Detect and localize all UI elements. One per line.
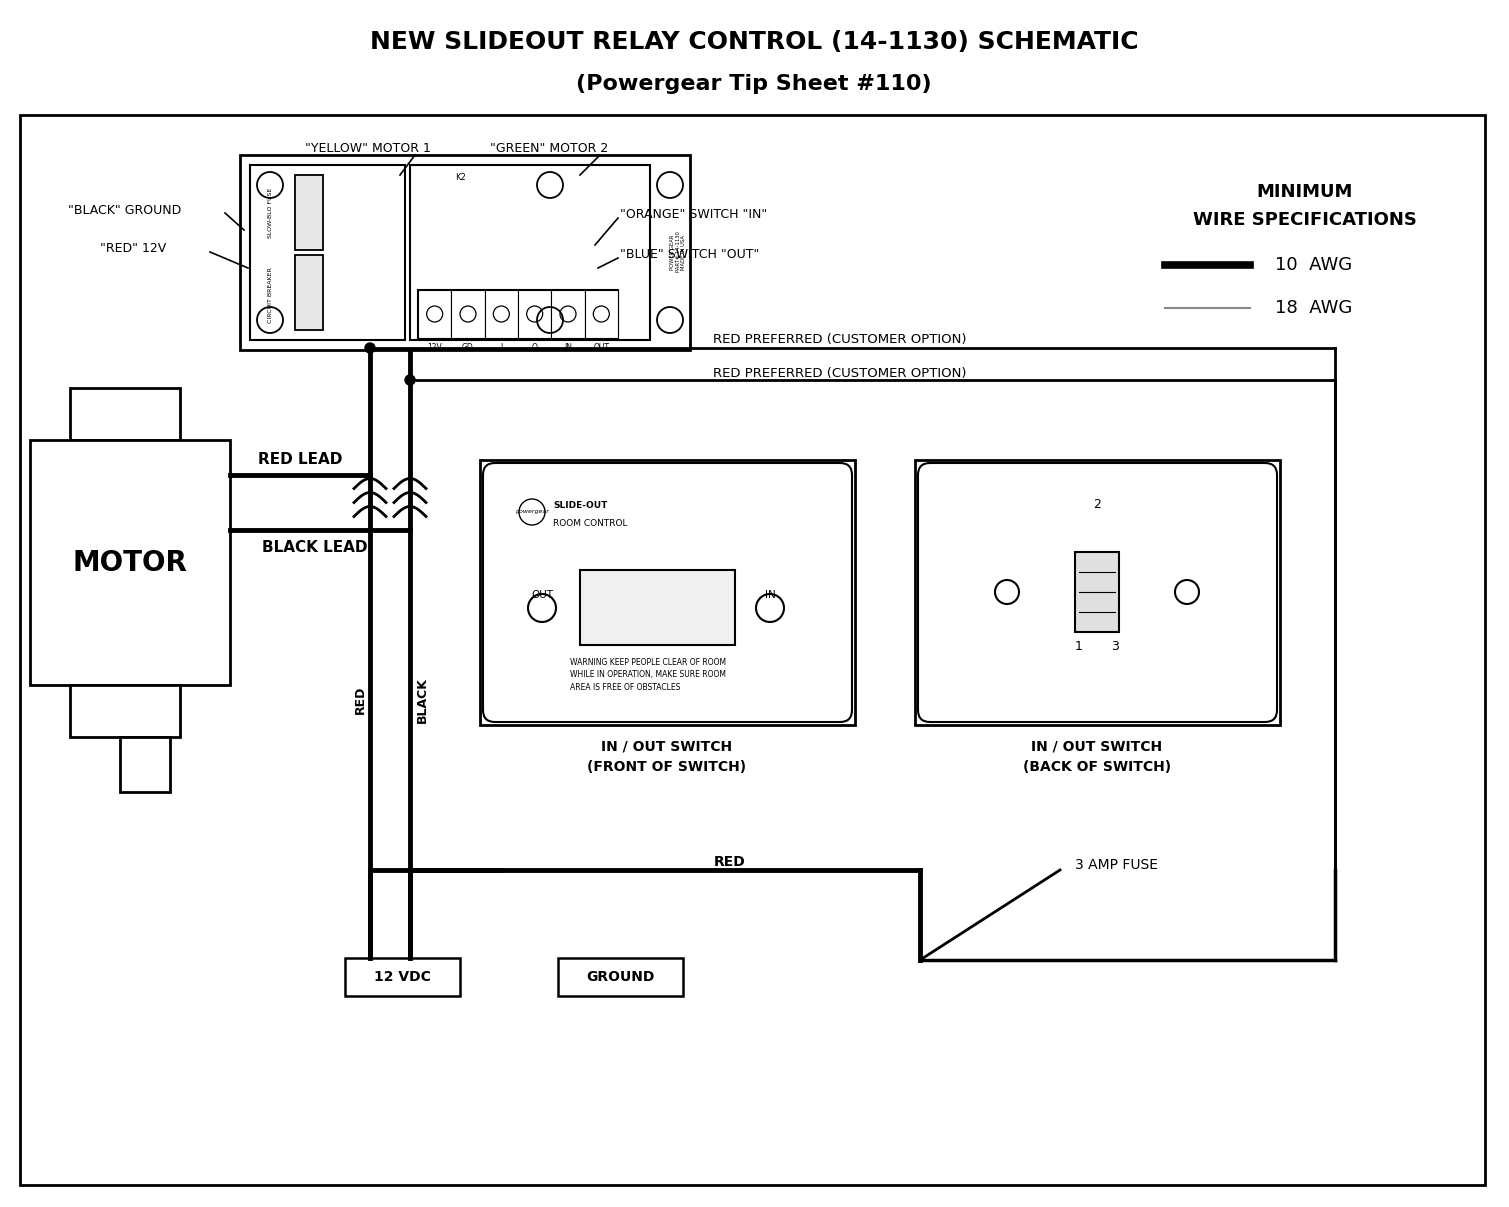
Bar xyxy=(410,165,650,340)
Text: 3: 3 xyxy=(1111,641,1120,653)
Text: WIRE SPECIFICATIONS: WIRE SPECIFICATIONS xyxy=(1194,211,1417,229)
Text: 12V: 12V xyxy=(427,344,442,352)
Bar xyxy=(584,290,619,338)
Bar xyxy=(914,460,1280,725)
Text: 10  AWG: 10 AWG xyxy=(1275,256,1352,274)
Text: POWER GEAR
PART# 14-1130
MADE IN USA: POWER GEAR PART# 14-1130 MADE IN USA xyxy=(670,232,687,273)
Text: 2: 2 xyxy=(1093,498,1102,512)
Bar xyxy=(121,737,171,792)
Text: RED: RED xyxy=(714,855,745,869)
Text: SLOW-BLO FUSE: SLOW-BLO FUSE xyxy=(267,188,273,238)
Text: WARNING KEEP PEOPLE CLEAR OF ROOM
WHILE IN OPERATION, MAKE SURE ROOM
AREA IS FRE: WARNING KEEP PEOPLE CLEAR OF ROOM WHILE … xyxy=(570,658,726,692)
Bar xyxy=(69,686,180,737)
Text: CIRCUIT BREAKER: CIRCUIT BREAKER xyxy=(267,267,273,323)
Bar xyxy=(1074,552,1120,632)
Bar xyxy=(250,165,404,340)
Text: 18  AWG: 18 AWG xyxy=(1275,299,1352,317)
Text: 12 VDC: 12 VDC xyxy=(374,970,430,984)
Text: "BLACK" GROUND: "BLACK" GROUND xyxy=(68,204,181,216)
Text: O: O xyxy=(531,344,537,352)
Bar xyxy=(346,958,460,996)
Text: OUT: OUT xyxy=(593,344,610,352)
Bar xyxy=(294,255,323,330)
Text: RED LEAD: RED LEAD xyxy=(258,453,343,467)
Bar xyxy=(20,115,1485,1185)
Text: I: I xyxy=(499,344,502,352)
Text: RED PREFERRED (CUSTOMER OPTION): RED PREFERRED (CUSTOMER OPTION) xyxy=(714,367,967,379)
Text: BLACK LEAD: BLACK LEAD xyxy=(263,541,368,555)
Text: MOTOR: MOTOR xyxy=(72,549,187,577)
Text: IN: IN xyxy=(765,590,776,600)
Text: MINIMUM: MINIMUM xyxy=(1257,183,1354,202)
Bar xyxy=(30,441,229,686)
Bar xyxy=(484,290,518,338)
Bar xyxy=(240,154,690,350)
Text: "BLUE" SWITCH "OUT": "BLUE" SWITCH "OUT" xyxy=(620,249,759,262)
Text: IN / OUT SWITCH: IN / OUT SWITCH xyxy=(602,740,732,754)
FancyBboxPatch shape xyxy=(483,463,853,722)
Bar xyxy=(551,290,584,338)
Text: RED: RED xyxy=(353,686,367,715)
Bar xyxy=(558,958,684,996)
Bar xyxy=(418,290,451,338)
Text: "RED" 12V: "RED" 12V xyxy=(100,241,166,255)
Bar xyxy=(451,290,484,338)
Bar xyxy=(518,290,551,338)
Text: K2: K2 xyxy=(454,173,465,181)
Text: RED PREFERRED (CUSTOMER OPTION): RED PREFERRED (CUSTOMER OPTION) xyxy=(714,333,967,346)
Text: GROUND: GROUND xyxy=(585,970,655,984)
Text: (Powergear Tip Sheet #110): (Powergear Tip Sheet #110) xyxy=(576,74,933,94)
Bar xyxy=(480,460,856,725)
Text: NEW SLIDEOUT RELAY CONTROL (14-1130) SCHEMATIC: NEW SLIDEOUT RELAY CONTROL (14-1130) SCH… xyxy=(370,30,1138,54)
Bar xyxy=(69,387,180,441)
Text: IN: IN xyxy=(564,344,572,352)
Circle shape xyxy=(365,343,376,352)
Text: OUT: OUT xyxy=(531,590,552,600)
Bar xyxy=(418,290,619,338)
Text: (BACK OF SWITCH): (BACK OF SWITCH) xyxy=(1023,760,1171,774)
Text: "YELLOW" MOTOR 1: "YELLOW" MOTOR 1 xyxy=(305,141,432,154)
Text: SLIDE-OUT: SLIDE-OUT xyxy=(552,501,608,511)
Text: (FRONT OF SWITCH): (FRONT OF SWITCH) xyxy=(587,760,747,774)
Bar xyxy=(579,570,735,645)
Text: "GREEN" MOTOR 2: "GREEN" MOTOR 2 xyxy=(490,141,608,154)
Bar xyxy=(294,175,323,250)
Text: "ORANGE" SWITCH "IN": "ORANGE" SWITCH "IN" xyxy=(620,209,767,222)
Text: BLACK: BLACK xyxy=(415,677,429,723)
Text: powergear: powergear xyxy=(515,509,549,514)
FancyBboxPatch shape xyxy=(917,463,1277,722)
Text: 3 AMP FUSE: 3 AMP FUSE xyxy=(1074,858,1157,871)
Text: 1: 1 xyxy=(1074,641,1083,653)
Text: IN / OUT SWITCH: IN / OUT SWITCH xyxy=(1032,740,1162,754)
Text: GD: GD xyxy=(462,344,474,352)
Bar xyxy=(450,430,1320,826)
Circle shape xyxy=(404,375,415,385)
Text: ROOM CONTROL: ROOM CONTROL xyxy=(552,519,628,527)
